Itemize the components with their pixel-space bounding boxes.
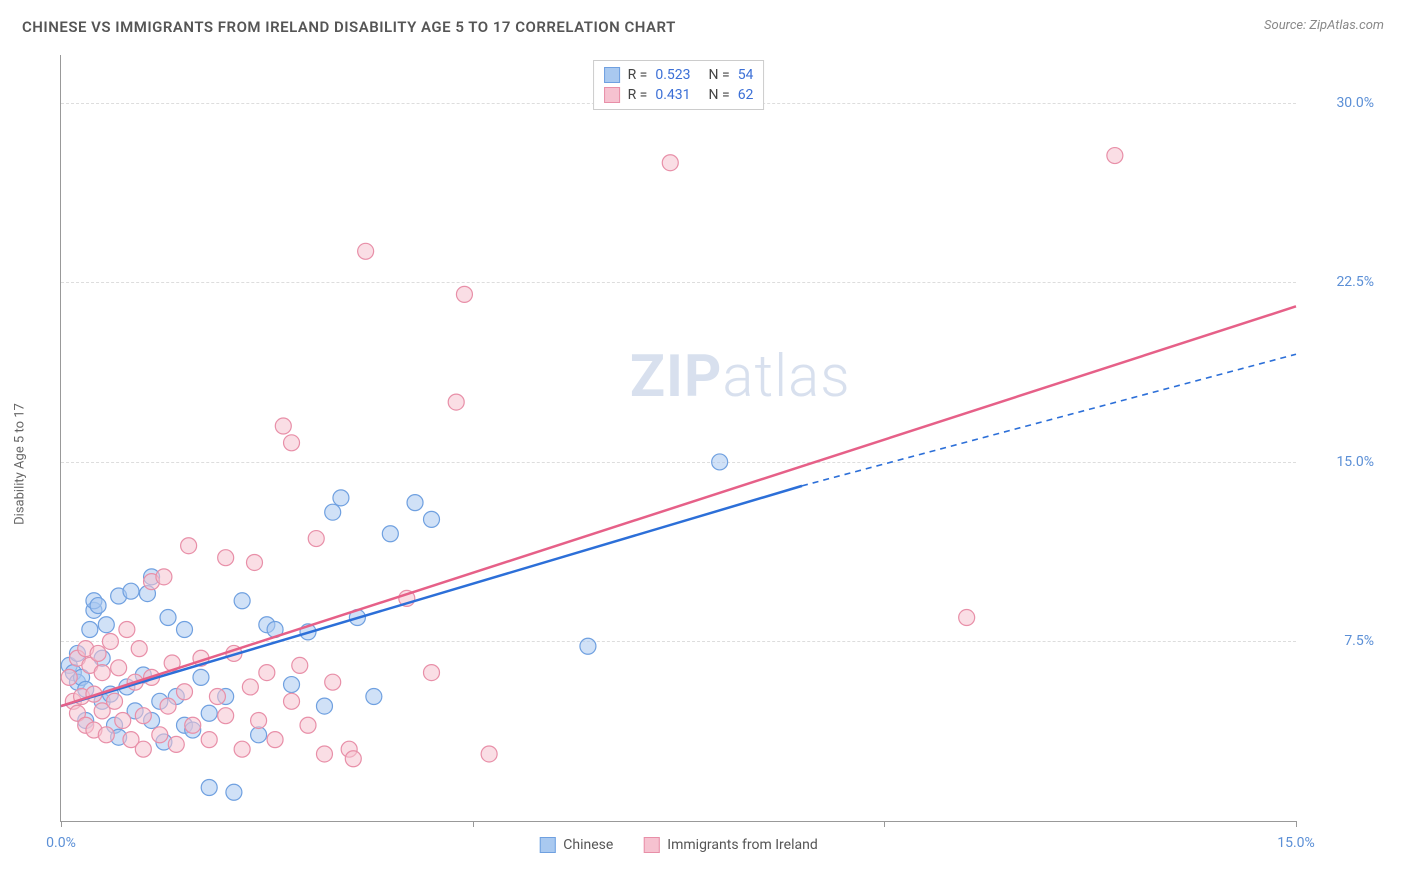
- data-point: [275, 418, 291, 434]
- data-point: [119, 622, 135, 638]
- data-point: [1107, 148, 1123, 164]
- data-point: [481, 746, 497, 762]
- legend-item-chinese: Chinese: [539, 837, 613, 853]
- data-point: [131, 641, 147, 657]
- x-tick: [61, 821, 62, 827]
- data-point: [407, 495, 423, 511]
- y-tick-label: 7.5%: [1304, 633, 1374, 649]
- data-point: [218, 708, 234, 724]
- data-point: [98, 617, 114, 633]
- data-point: [712, 454, 728, 470]
- data-point: [218, 550, 234, 566]
- data-point: [959, 610, 975, 626]
- data-point: [115, 712, 131, 728]
- data-point: [308, 531, 324, 547]
- legend-row-ireland: R = 0.431 N = 62: [604, 85, 754, 105]
- data-point: [251, 712, 267, 728]
- data-point: [82, 622, 98, 638]
- data-point: [209, 689, 225, 705]
- data-point: [300, 717, 316, 733]
- data-point: [135, 708, 151, 724]
- data-point: [456, 286, 472, 302]
- data-point: [284, 677, 300, 693]
- data-point: [580, 638, 596, 654]
- x-tick: [473, 821, 474, 827]
- legend-item-ireland: Immigrants from Ireland: [643, 837, 817, 853]
- correlation-legend: R = 0.523 N = 54 R = 0.431 N = 62: [593, 60, 765, 110]
- data-point: [160, 698, 176, 714]
- y-axis-label: Disability Age 5 to 17: [13, 403, 28, 525]
- legend-row-chinese: R = 0.523 N = 54: [604, 65, 754, 85]
- data-point: [90, 598, 106, 614]
- data-point: [111, 660, 127, 676]
- data-point: [234, 741, 250, 757]
- data-point: [152, 727, 168, 743]
- data-point: [201, 732, 217, 748]
- data-point: [292, 657, 308, 673]
- data-point: [325, 674, 341, 690]
- data-point: [107, 693, 123, 709]
- swatch-ireland: [604, 87, 620, 103]
- trend-line: [61, 306, 1296, 706]
- data-point: [177, 622, 193, 638]
- data-point: [201, 779, 217, 795]
- data-point: [201, 705, 217, 721]
- data-point: [382, 526, 398, 542]
- data-point: [325, 504, 341, 520]
- data-point: [226, 784, 242, 800]
- source-attribution: Source: ZipAtlas.com: [1264, 18, 1384, 36]
- series-legend: Chinese Immigrants from Ireland: [529, 837, 827, 853]
- swatch-chinese: [604, 67, 620, 83]
- swatch-chinese-icon: [539, 837, 555, 853]
- chart-container: Disability Age 5 to 17 ZIPatlas R = 0.52…: [50, 55, 1386, 872]
- data-point: [448, 394, 464, 410]
- data-point: [168, 736, 184, 752]
- x-tick: [1296, 821, 1297, 827]
- data-point: [424, 665, 440, 681]
- data-point: [316, 698, 332, 714]
- data-point: [181, 538, 197, 554]
- data-point: [94, 665, 110, 681]
- scatter-svg: [61, 55, 1296, 821]
- data-point: [160, 610, 176, 626]
- x-tick-label: 15.0%: [1277, 835, 1315, 851]
- data-point: [251, 727, 267, 743]
- data-point: [316, 746, 332, 762]
- data-point: [185, 717, 201, 733]
- data-point: [333, 490, 349, 506]
- data-point: [61, 669, 77, 685]
- plot-area: ZIPatlas R = 0.523 N = 54 R = 0.431 N = …: [60, 55, 1296, 822]
- x-tick: [884, 821, 885, 827]
- data-point: [90, 645, 106, 661]
- data-point: [102, 633, 118, 649]
- y-tick-label: 22.5%: [1304, 274, 1374, 290]
- y-tick-label: 30.0%: [1304, 95, 1374, 111]
- data-point: [284, 693, 300, 709]
- data-point: [177, 684, 193, 700]
- swatch-ireland-icon: [643, 837, 659, 853]
- data-point: [135, 741, 151, 757]
- data-point: [234, 593, 250, 609]
- data-point: [246, 554, 262, 570]
- data-point: [259, 665, 275, 681]
- data-point: [193, 669, 209, 685]
- data-point: [98, 727, 114, 743]
- data-point: [366, 689, 382, 705]
- y-tick-label: 15.0%: [1304, 454, 1374, 470]
- data-point: [242, 679, 258, 695]
- data-point: [345, 751, 361, 767]
- data-point: [156, 569, 172, 585]
- data-point: [267, 732, 283, 748]
- data-point: [662, 155, 678, 171]
- data-point: [358, 243, 374, 259]
- data-point: [123, 583, 139, 599]
- data-point: [284, 435, 300, 451]
- x-tick-label: 0.0%: [46, 835, 76, 851]
- trend-line-extrapolated: [802, 354, 1296, 486]
- data-point: [424, 511, 440, 527]
- chart-title: CHINESE VS IMMIGRANTS FROM IRELAND DISAB…: [22, 18, 676, 36]
